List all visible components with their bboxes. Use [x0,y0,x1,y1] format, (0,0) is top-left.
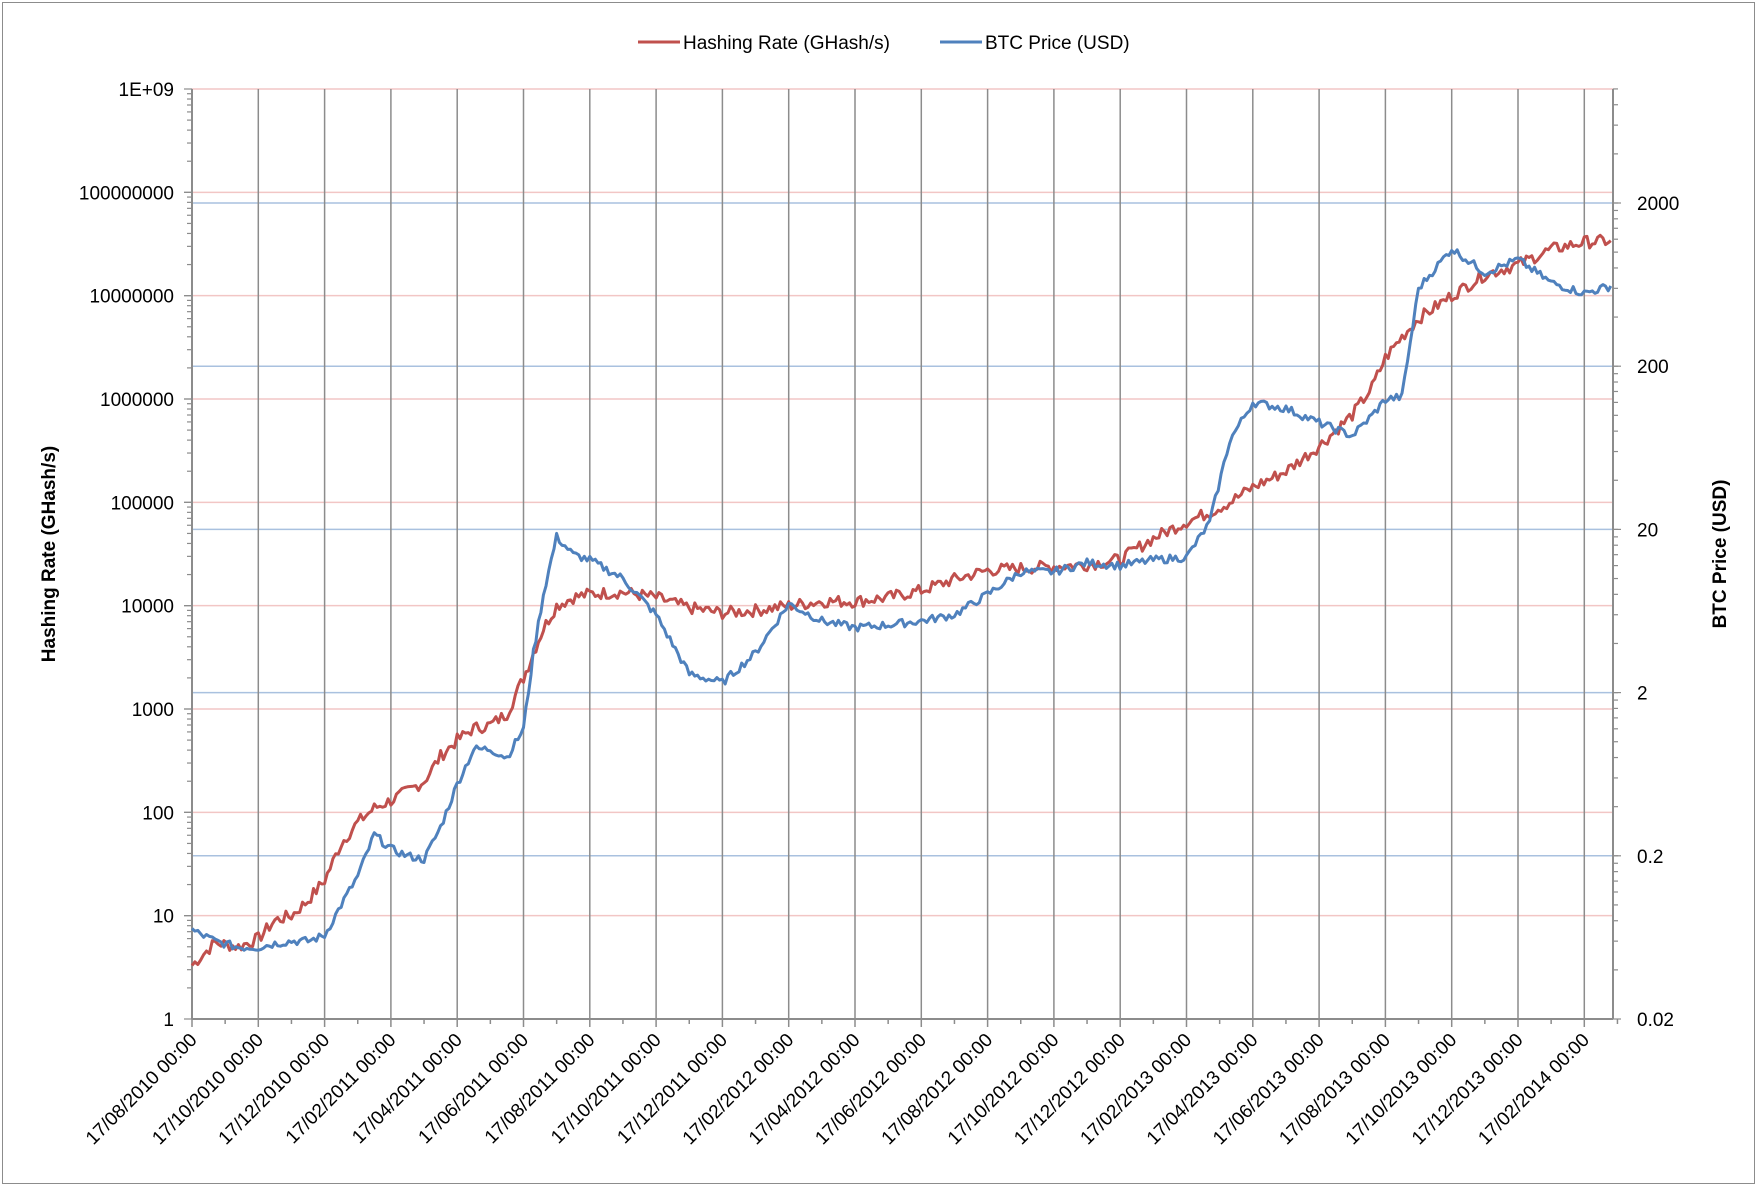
y2-tick-label: 2 [1637,684,1648,705]
y-tick-label: 1000000 [100,390,174,411]
x-tick-label: 17/08/2012 00:00 [878,1030,997,1149]
y-tick-label: 1E+09 [119,80,174,101]
y-tick-label: 10000000 [89,287,174,308]
hashing-rate-line [190,233,1612,967]
x-tick-label: 17/10/2012 00:00 [944,1030,1063,1149]
x-tick-label: 17/02/2014 00:00 [1474,1030,1593,1149]
legend-hash-label: Hashing Rate (GHash/s) [683,33,890,54]
x-tick-label: 17/12/2010 00:00 [215,1030,334,1149]
y-tick-label: 1000 [132,700,174,721]
left-axis-tick-labels: 1 10 100 1000 10000 100000 1000000 10000000 1000… [79,80,174,1031]
y-tick-label: 100000000 [79,183,174,204]
y-tick-label: 100 [142,803,174,824]
x-tick-label: 17/08/2013 00:00 [1275,1030,1394,1149]
left-axis-title: Hashing Rate (GHash/s) [39,446,60,662]
x-tick-label: 17/06/2011 00:00 [415,1030,533,1148]
y-tick-label: 10 [153,907,174,928]
x-tick-label: 17/12/2013 00:00 [1408,1030,1527,1149]
btc-price-line [190,248,1613,952]
y-tick-label: 100000 [111,493,174,514]
x-tick-label: 17/04/2013 00:00 [1143,1030,1262,1149]
x-tick-label: 17/10/2010 00:00 [148,1030,267,1149]
x-tick-label: 17/12/2011 00:00 [613,1030,731,1148]
x-tick-label: 17/02/2011 00:00 [282,1030,400,1148]
right-axis-title: BTC Price (USD) [1710,480,1731,629]
y2-tick-label: 0.02 [1637,1010,1674,1031]
horizontal-gridlines [192,88,1613,1020]
x-tick-label: 17/04/2011 00:00 [348,1030,466,1148]
y-tick-label: 10000 [121,597,174,618]
x-tick-label: 17/02/2013 00:00 [1077,1030,1196,1149]
legend-price-label: BTC Price (USD) [985,33,1130,54]
x-tick-label: 17/04/2012 00:00 [745,1030,864,1149]
x-tick-label: 17/08/2010 00:00 [82,1030,201,1149]
x-tick-label: 17/12/2012 00:00 [1010,1030,1129,1149]
axes [184,88,1621,1020]
x-tick-label: 17/10/2011 00:00 [547,1030,665,1148]
y2-tick-label: 0.2 [1637,847,1663,868]
y-tick-label: 1 [163,1010,174,1031]
x-tick-label: 17/02/2012 00:00 [679,1030,798,1149]
x-tick-label: 17/10/2013 00:00 [1342,1030,1461,1149]
x-tick-label: 17/08/2011 00:00 [481,1030,599,1148]
y2-tick-label: 20 [1637,520,1658,541]
vertical-gridlines [191,89,1619,1027]
legend: Hashing Rate (GHash/s) BTC Price (USD) [638,33,1130,54]
y2-tick-label: 200 [1637,357,1669,378]
y2-tick-label: 2000 [1637,194,1679,215]
right-axis-tick-labels: 0.02 0.2 2 20 200 2000 [1637,194,1679,1031]
x-tick-label: 17/06/2013 00:00 [1209,1030,1328,1149]
x-tick-label: 17/06/2012 00:00 [811,1030,930,1149]
